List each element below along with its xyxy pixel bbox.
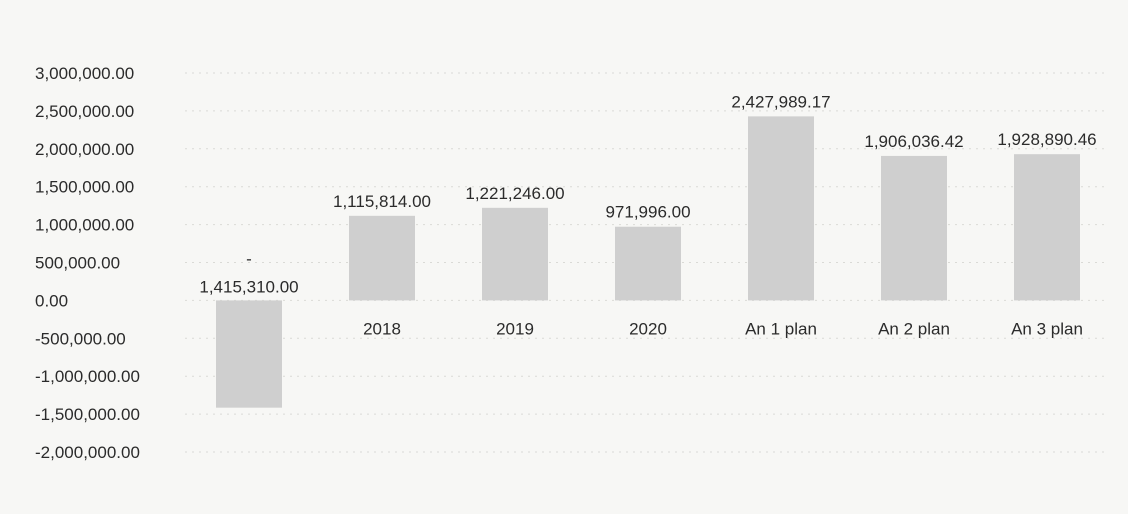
y-tick-label: -500,000.00 [35, 329, 126, 348]
data-label: 971,996.00 [605, 203, 690, 222]
bar [615, 226, 681, 301]
data-label: 1,221,246.00 [465, 184, 564, 203]
y-axis-tick-labels: 3,000,000.00 2,500,000.00 2,000,000.00 1,50… [35, 64, 140, 462]
data-label: 1,928,890.46 [997, 130, 1096, 149]
bar [1014, 154, 1080, 301]
bar [349, 215, 415, 301]
bars [216, 116, 1080, 408]
y-tick-label: 1,500,000.00 [35, 178, 134, 197]
data-labels: -1,415,310.00 1,115,814.00 1,221,246.00 971… [199, 92, 1096, 296]
y-tick-label: 3,000,000.00 [35, 64, 134, 83]
category-label: An 1 plan [745, 319, 817, 338]
category-label: 2020 [629, 319, 667, 338]
data-label: 2,427,989.17 [731, 92, 830, 111]
y-tick-label: 1,000,000.00 [35, 216, 134, 235]
data-label: 1,115,814.00 [333, 192, 431, 211]
y-tick-label: 2,500,000.00 [35, 102, 134, 121]
y-tick-label: 500,000.00 [35, 254, 120, 273]
y-tick-label: -1,500,000.00 [35, 405, 140, 424]
y-tick-label: 2,000,000.00 [35, 140, 134, 159]
bar [881, 155, 947, 301]
data-label: 1,906,036.42 [864, 132, 963, 151]
data-label: -1,415,310.00 [199, 249, 298, 296]
y-tick-label: -1,000,000.00 [35, 367, 140, 386]
category-label: 2019 [496, 319, 534, 338]
y-tick-label: 0.00 [35, 291, 68, 310]
category-label: 2018 [363, 319, 401, 338]
bar [216, 300, 282, 408]
category-label: An 3 plan [1011, 319, 1083, 338]
category-labels: 2018 2019 2020 An 1 plan An 2 plan An 3 plan [363, 319, 1083, 338]
category-label: An 2 plan [878, 319, 950, 338]
y-tick-label: -2,000,000.00 [35, 443, 140, 462]
bar [482, 207, 548, 301]
bar [748, 116, 814, 301]
